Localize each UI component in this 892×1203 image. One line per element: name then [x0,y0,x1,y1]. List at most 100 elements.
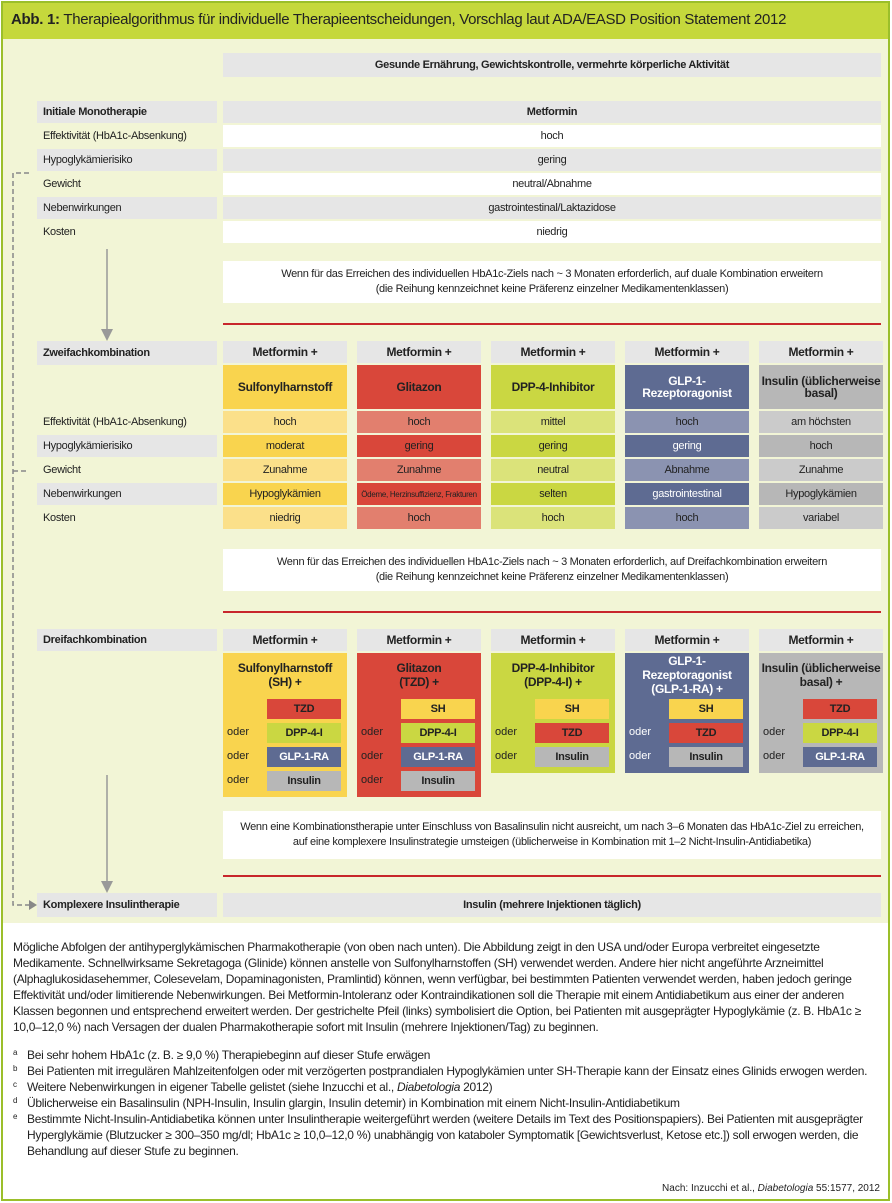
mono-row-label: Kosten [43,226,76,238]
source-text: Nach: Inzucchi et al., [662,1183,758,1194]
flow-arrows [101,249,113,893]
triple-col-drug-line1: GLP-1-Rezeptoragonist [642,654,732,682]
option-box: Insulin [267,771,341,791]
triple-option-row: oder DPP-4-I [223,721,347,745]
triple-option-row: oder TZD [491,721,615,745]
mono-row-value: hoch [223,125,881,147]
dual-value-cell: Zunahme [759,459,883,481]
triple-col-block: GLP-1-Rezeptoragonist (GLP-1-RA) + SH oder T… [625,653,749,773]
mono-row-value: neutral/Abnahme [223,173,881,195]
mono-row-value: niedrig [223,221,881,243]
footnote-text: Bestimmte Nicht-Insulin-Antidiabetika kö… [27,1112,863,1158]
dual-row-label: Kosten [43,512,76,524]
dual-value-cell: Abnahme [625,459,749,481]
option-box: Insulin [535,747,609,767]
option-box: Insulin [669,747,743,767]
option-box: DPP-4-I [401,723,475,743]
mono-drug: Metformin [223,101,881,123]
triple-option-row: oder Insulin [625,745,749,769]
lifestyle-box: Gesunde Ernährung, Gewichtskontrolle, ve… [223,53,881,77]
footnote-text: 2012) [460,1080,493,1094]
dual-row-label: Gewicht [43,464,81,476]
triple-col-drug-line1: Glitazon [396,661,442,675]
dual-col-drug: GLP-1-Rezeptoragonist [625,365,749,409]
dual-value-cell: hoch [625,411,749,433]
triple-col-head: Metformin + [759,629,883,651]
triple-col-drug: Glitazon (TZD) + [357,657,481,693]
dual-col-head: Metformin + [759,341,883,363]
option-box: Insulin [401,771,475,791]
dual-col-drug: DPP-4-Inhibitor [491,365,615,409]
triple-option-row: SH [491,697,615,721]
option-box: TZD [669,723,743,743]
algorithm-diagram: Gesunde Ernährung, Gewichtskontrolle, ve… [3,39,888,923]
triple-col-block: Sulfonylharnstoff (SH) + TZD oder DPP-4-I ode… [223,653,347,797]
triple-col-drug: Insulin (üblicherweise basal) + [759,657,883,693]
triple-col-drug-text: Insulin (üblicherweise basal) + [762,661,881,689]
oder-label: oder [227,726,250,738]
mono-row-label: Hypoglykämierisiko [37,149,217,171]
dual-col-head: Metformin + [223,341,347,363]
option-box: GLP-1-RA [803,747,877,767]
dual-value-cell: hoch [357,411,481,433]
triple-col-drug-text: Sulfonylharnstoff (SH) + [238,661,333,689]
triple-col-head: Metformin + [223,629,347,651]
dual-col-head: Metformin + [491,341,615,363]
footnote-mark: e [13,1112,18,1121]
triple-option-row: oder TZD [625,721,749,745]
oder-label: oder [227,750,250,762]
mono-row-label: Effektivität (HbA1c-Absenkung) [43,130,187,142]
dual-value-cell: hoch [491,507,615,529]
triple-option-row: oder DPP-4-I [759,721,883,745]
note-triple-line2: (die Reihung kennzeichnet keine Präferen… [375,571,729,583]
dual-col-drug: Glitazon [357,365,481,409]
note-dual-line2: (die Reihung kennzeichnet keine Präferen… [375,283,729,295]
note-complex-line2: auf eine komplexere Insulinstrategie ums… [292,836,812,848]
triple-col-block: Insulin (üblicherweise basal) + TZD oder DPP… [759,653,883,773]
option-box: GLP-1-RA [401,747,475,767]
triple-col-drug-line2: (DPP-4-I) + [524,675,582,689]
divider-3 [223,875,881,877]
note-dual-line1: Wenn für das Erreichen des individuellen… [281,268,823,280]
source-text: 55:1577, 2012 [813,1183,880,1194]
option-box: SH [535,699,609,719]
footnote-d: d Üblicherweise ein Basalinsulin (NPH-Ins… [13,1095,879,1111]
dual-value-cell: hoch [223,411,347,433]
mono-row-value: gering [223,149,881,171]
dual-value-cell: Hypoglykämien [223,483,347,505]
triple-option-row: oder GLP-1-RA [223,745,347,769]
triple-option-row: SH [357,697,481,721]
footnote-mark: d [13,1096,18,1105]
triple-col-block: Glitazon (TZD) + SH oder DPP-4-I oder GLP-1-RA… [357,653,481,797]
option-box: SH [669,699,743,719]
dual-row-label: Nebenwirkungen [37,483,217,505]
dual-col-head: Metformin + [357,341,481,363]
oder-label: oder [629,750,652,762]
dual-col-drug: Insulin (üblicherweise basal) [759,365,883,409]
dual-value-cell: Hypoglykämien [759,483,883,505]
oder-label: oder [763,726,786,738]
dual-value-cell: am höchsten [759,411,883,433]
dual-value-cell: niedrig [223,507,347,529]
dual-value-cell: hoch [625,507,749,529]
mono-row-label: Nebenwirkungen [37,197,217,219]
footnote-c: c Weitere Nebenwirkungen in eigener Tabel… [13,1079,879,1095]
dual-value-cell: variabel [759,507,883,529]
dual-value-cell: gering [491,435,615,457]
oder-label: oder [361,774,384,786]
triple-col-head: Metformin + [625,629,749,651]
triple-col-drug: GLP-1-Rezeptoragonist (GLP-1-RA) + [625,654,749,696]
triple-col-drug: Sulfonylharnstoff (SH) + [223,657,347,693]
mono-label: Initiale Monotherapie [37,101,217,123]
footnote-e: e Bestimmte Nicht-Insulin-Antidiabetika k… [13,1111,879,1159]
triple-col-block: DPP-4-Inhibitor (DPP-4-I) + SH oder TZD oder I… [491,653,615,773]
triple-option-row: oder GLP-1-RA [759,745,883,769]
dashed-arrow [12,172,37,910]
dual-value-cell: neutral [491,459,615,481]
option-box: DPP-4-I [267,723,341,743]
option-box: TZD [803,699,877,719]
figure-title-prefix: Abb. 1: [11,11,60,28]
figure-title: Abb. 1: Therapiealgorithmus für individu… [3,3,888,39]
dual-value-cell: gering [625,435,749,457]
dual-row-label: Effektivität (HbA1c-Absenkung) [43,416,187,428]
